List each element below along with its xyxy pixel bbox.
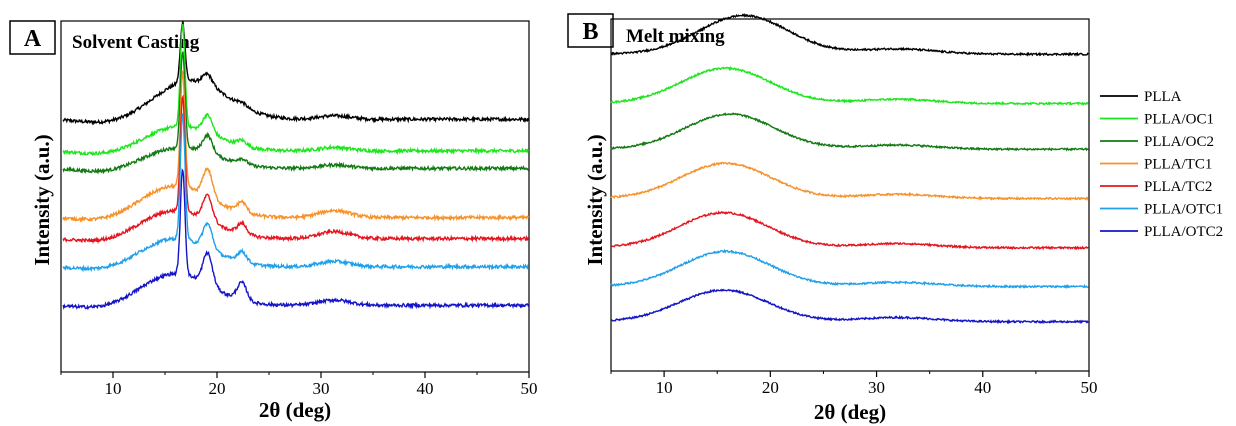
x-tick-label: 10 (105, 379, 122, 398)
legend-label: PLLA/TC2 (1144, 179, 1212, 195)
panel-b-y-axis-label: Intensity (a.u.) (583, 134, 607, 265)
x-tick-label: 20 (762, 378, 779, 397)
legend-label: PLLA/OC1 (1144, 112, 1214, 128)
legend-label: PLLA/OTC1 (1144, 202, 1223, 218)
series-line-plla-otc2 (610, 288, 1089, 325)
panel-b-letter-box (567, 13, 614, 48)
legend-label: PLLA (1144, 89, 1182, 105)
panel-a-series-lines (62, 21, 530, 311)
legend-label: PLLA/TC1 (1144, 157, 1212, 173)
series-line-plla-otc2 (62, 168, 530, 311)
panel-a-plot-frame (60, 20, 530, 373)
panel-a-x-axis-label: 2θ (deg) (259, 398, 331, 422)
panel-a-y-axis-label: Intensity (a.u.) (30, 134, 54, 265)
panel-a-solvent-casting: A Solvent Casting 10 20 30 40 50 2θ (deg) In… (9, 20, 538, 422)
x-tick-label: 30 (868, 378, 885, 397)
legend-label: PLLA/OC2 (1144, 134, 1214, 150)
panel-a-title: Solvent Casting (72, 32, 200, 53)
panel-b-letter: B (582, 19, 598, 45)
panel-a-letter: A (24, 26, 42, 52)
panel-b-series-lines (610, 12, 1089, 325)
series-line-plla-oc2 (62, 51, 530, 175)
series-line-plla-tc2 (62, 94, 530, 245)
legend-label: PLLA/OTC2 (1144, 224, 1223, 240)
series-line-plla-oc1 (610, 65, 1089, 106)
series-line-plla-oc1 (62, 23, 530, 157)
x-tick-label: 30 (313, 379, 330, 398)
series-line-plla-tc1 (62, 69, 530, 223)
series-line-plla (62, 21, 530, 126)
series-line-plla-otc1 (610, 248, 1089, 290)
panel-b-title: Melt mixing (626, 26, 725, 47)
x-tick-label: 50 (521, 379, 538, 398)
x-tick-label: 40 (974, 378, 991, 397)
x-tick-label: 40 (417, 379, 434, 398)
x-tick-label: 20 (209, 379, 226, 398)
x-tick-label: 10 (656, 378, 673, 397)
series-line-plla-otc1 (62, 113, 530, 273)
legend: PLLA PLLA/OC1 PLLA/OC2 PLLA/TC1 PLLA/TC2 PLLA… (1100, 89, 1223, 240)
panel-b-plot-frame (610, 18, 1090, 372)
panel-b-melt-mixing: B Melt mixing 10 20 30 40 50 2θ (deg) Intens… (567, 12, 1098, 424)
panel-a-letter-box (9, 20, 56, 55)
series-line-plla (610, 12, 1089, 57)
panel-b-x-ticks: 10 20 30 40 50 (610, 371, 1098, 397)
series-line-plla-tc1 (610, 161, 1089, 202)
x-tick-label: 50 (1081, 378, 1098, 397)
panel-b-x-axis-label: 2θ (deg) (814, 400, 886, 424)
panel-a-x-ticks: 10 20 30 40 50 (60, 372, 538, 398)
series-line-plla-tc2 (610, 210, 1089, 251)
series-line-plla-oc2 (610, 112, 1089, 152)
